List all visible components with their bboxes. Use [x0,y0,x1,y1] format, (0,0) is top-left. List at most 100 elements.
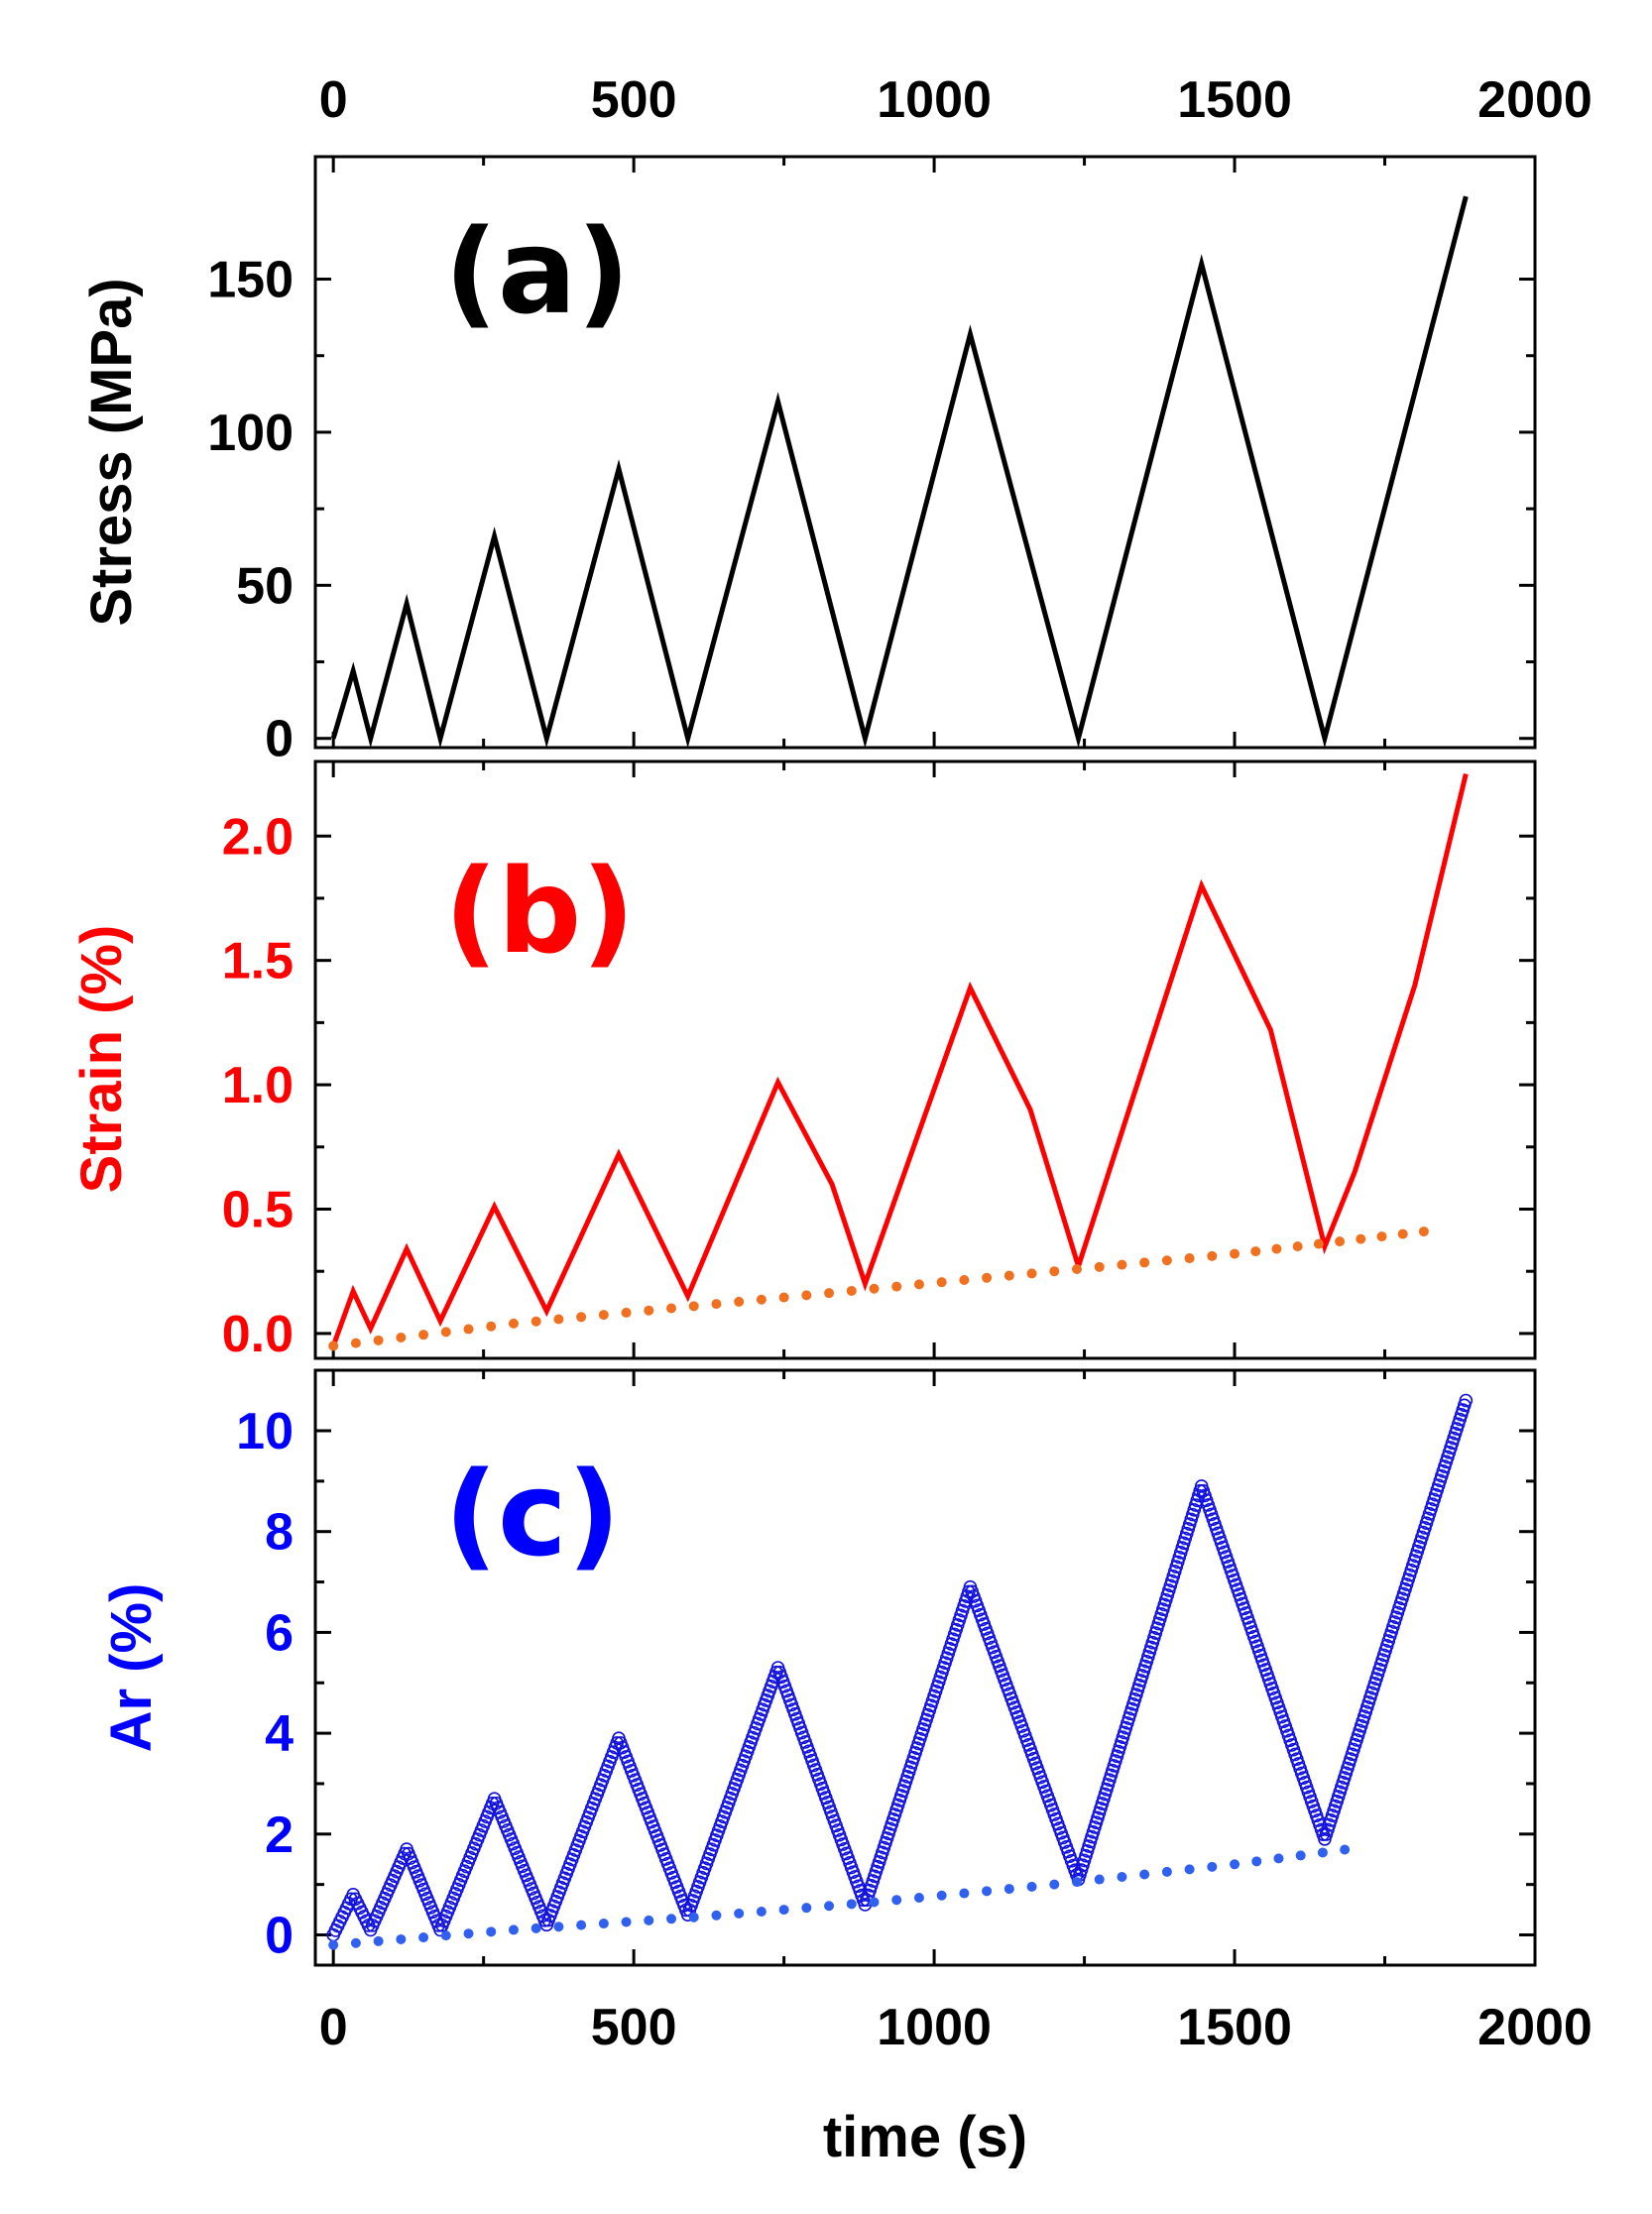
baseline-dot [1161,1866,1172,1877]
panel-a-y-axis-title: Stress (MPa) [79,278,144,626]
baseline-dot [463,1324,474,1335]
baseline-dot [1313,1238,1324,1249]
baseline-dot [1251,1856,1262,1867]
y-tick-label: 0.5 [222,1182,294,1239]
baseline-dot [1094,1261,1105,1272]
baseline-dot [1161,1255,1172,1266]
y-tick-label: 10 [236,1403,294,1460]
panel-c-label: (c) [444,1446,621,1582]
baseline-dot [396,1332,407,1342]
baseline-dot [913,1892,924,1903]
baseline-dot [1207,1250,1218,1261]
baseline-dot [711,1910,722,1921]
baseline-dot [936,1277,947,1288]
baseline-dot [869,1283,880,1294]
panel-c-y-ticks: 0 2 4 6 8 10 [236,1403,1535,1964]
baseline-dot [1295,1850,1306,1861]
top-x-tick-label: 2000 [1477,71,1593,129]
panel-c-series [326,1370,1537,1965]
bottom-x-tick-label: 0 [319,1999,348,2056]
baseline-dot [959,1274,970,1285]
baseline-dot [666,1914,677,1924]
y-tick-label: 0 [265,711,294,768]
bottom-x-ticks: 0 500 1000 1500 2000 [319,1999,1593,2056]
baseline-dot [734,1908,745,1919]
top-x-tick-label: 500 [591,71,677,129]
y-tick-label: 1.0 [222,1057,294,1114]
y-tick-label: 0.0 [222,1306,294,1363]
y-tick-label: 100 [207,405,294,462]
baseline-dot [801,1903,812,1914]
baseline-dot [373,1935,384,1946]
baseline-dot [756,1294,767,1305]
bottom-x-tick-label: 1500 [1177,1999,1292,2056]
panel-a-label: (a) [444,203,631,340]
baseline-dot [824,1901,835,1912]
baseline-dot [350,1338,361,1348]
panel-a-series [330,157,1537,749]
baseline-dot [531,1923,541,1933]
baseline-dot [644,1305,654,1316]
baseline-dot [328,1939,339,1950]
y-tick-label: 150 [207,252,294,309]
top-x-tick-label: 0 [319,71,348,129]
baseline-dot [869,1897,880,1908]
baseline-dot [982,1886,993,1897]
panel-b-frame [313,759,1537,1360]
baseline-dot [1230,1859,1240,1870]
baseline-dot [440,1930,451,1941]
baseline-dot [598,1310,609,1321]
panel-c: 0 500 1000 1500 2000 0 2 4 6 8 10 (c) Ar (%) time… [99,1368,1593,2169]
y-tick-label: 2.0 [222,808,294,866]
baseline-dot [1317,1847,1328,1858]
baseline-dot [1139,1257,1150,1268]
baseline-dot [1340,1844,1351,1855]
baseline-dot [846,1899,857,1910]
baseline-dot [1250,1246,1261,1257]
baseline-dot [982,1272,993,1283]
baseline-dot [1376,1231,1387,1242]
panel-c-frame [313,1368,1537,1967]
baseline-dot [396,1933,407,1944]
baseline-dot [1271,1243,1282,1254]
baseline-dot [508,1318,519,1329]
baseline-dot [778,1292,789,1303]
bottom-x-tick-label: 2000 [1477,1999,1593,2056]
baseline-dot [846,1285,857,1296]
baseline-dot [508,1924,519,1935]
x-axis-title: time (s) [823,2105,1027,2169]
baseline-dot [350,1937,361,1948]
panel-b-y-axis-title: Strain (%) [69,925,134,1194]
baseline-dot [1139,1869,1150,1880]
baseline-dot [1071,1877,1082,1888]
baseline-dot [1003,1270,1014,1281]
baseline-dot [486,1926,497,1937]
y-tick-label: 6 [265,1604,294,1662]
baseline-dot [576,1312,587,1323]
baseline-dot [531,1316,541,1327]
baseline-dot [778,1905,789,1916]
baseline-dot [576,1920,587,1930]
baseline-dot [688,1912,699,1923]
baseline-dot [1230,1248,1240,1259]
panel-a-frame [313,155,1537,750]
baseline-dot [598,1919,609,1929]
baseline-dot [801,1290,812,1301]
baseline-dot [1094,1874,1105,1885]
baseline-dot [1117,1872,1127,1883]
bottom-x-tick-label: 500 [591,1999,677,2056]
baseline-dot [1184,1864,1195,1875]
baseline-dot [1335,1236,1346,1247]
baseline-dot [1003,1884,1014,1895]
baseline-dot [463,1928,474,1939]
top-x-ticks: 0 500 1000 1500 2000 [319,71,1593,129]
baseline-dot [1273,1853,1284,1864]
baseline-dot [1207,1861,1218,1872]
baseline-dot [959,1888,970,1899]
baseline-dot [1356,1233,1366,1244]
y-tick-label: 50 [236,557,294,615]
baseline-dot [373,1335,384,1345]
baseline-dot [1026,1881,1037,1892]
data-point [1459,1393,1474,1408]
